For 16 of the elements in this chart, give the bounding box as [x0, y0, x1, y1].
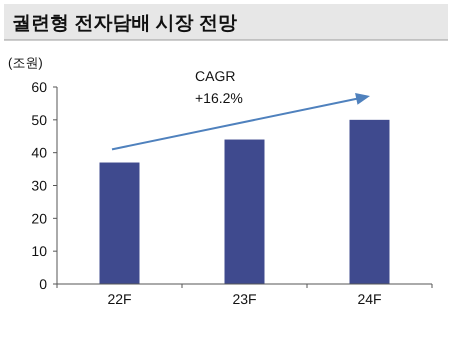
bar	[224, 140, 264, 284]
bar	[100, 162, 140, 284]
x-tick-label: 24F	[357, 291, 382, 307]
bar	[350, 120, 390, 284]
y-tick-label: 30	[31, 178, 48, 194]
y-tick-label: 60	[31, 79, 48, 95]
annotation: CAGR +16.2%	[195, 68, 243, 106]
y-tick-label: 40	[31, 144, 48, 161]
x-tick-label: 23F	[232, 291, 257, 307]
y-tick-label: 50	[31, 112, 48, 128]
chart-title: 궐련형 전자담배 시장 전망	[12, 13, 237, 34]
y-tick-label: 0	[39, 276, 48, 292]
y-axis-title: (조원)	[8, 55, 43, 70]
y-tick-label: 10	[31, 243, 48, 260]
y-tick-label: 20	[31, 210, 48, 226]
x-tick-label: 22F	[107, 291, 132, 307]
